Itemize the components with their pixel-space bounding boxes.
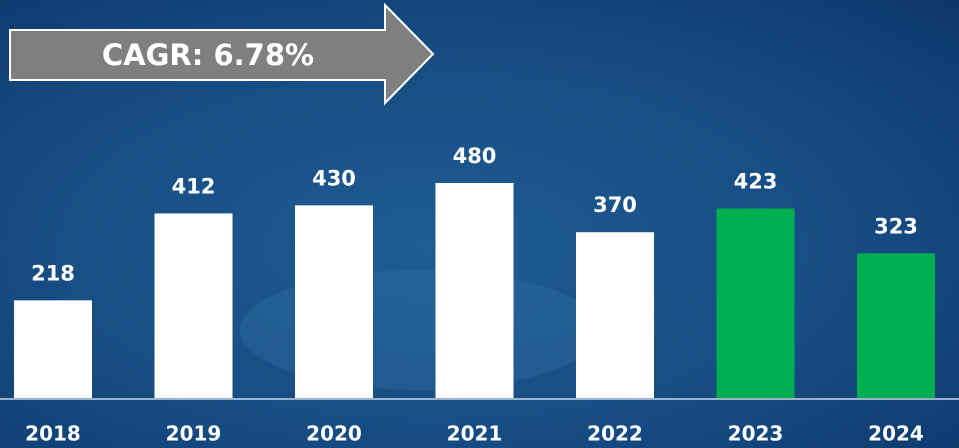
x-tick-label: 2024: [868, 422, 924, 446]
bar: [435, 182, 514, 398]
bar: [14, 300, 92, 398]
value-label: 370: [593, 193, 637, 217]
background-glow: [240, 270, 600, 390]
x-tick-label: 2022: [587, 422, 643, 446]
value-label: 480: [453, 144, 497, 168]
value-label: 423: [734, 169, 778, 193]
value-label: 218: [31, 261, 75, 285]
value-label: 412: [172, 174, 216, 198]
x-tick-label: 2023: [728, 422, 784, 446]
x-tick-label: 2020: [306, 422, 362, 446]
value-label: 323: [874, 214, 918, 238]
cagr-arrow: [9, 2, 435, 106]
cagr-label: CAGR: 6.78%: [102, 38, 314, 72]
bar: [154, 213, 233, 398]
x-tick-label: 2018: [25, 422, 81, 446]
bar: [857, 253, 935, 398]
bar: [716, 208, 795, 398]
value-label: 430: [312, 166, 356, 190]
bar: [576, 232, 654, 398]
x-tick-label: 2021: [447, 422, 503, 446]
bar: [295, 205, 373, 398]
x-tick-label: 2019: [166, 422, 222, 446]
